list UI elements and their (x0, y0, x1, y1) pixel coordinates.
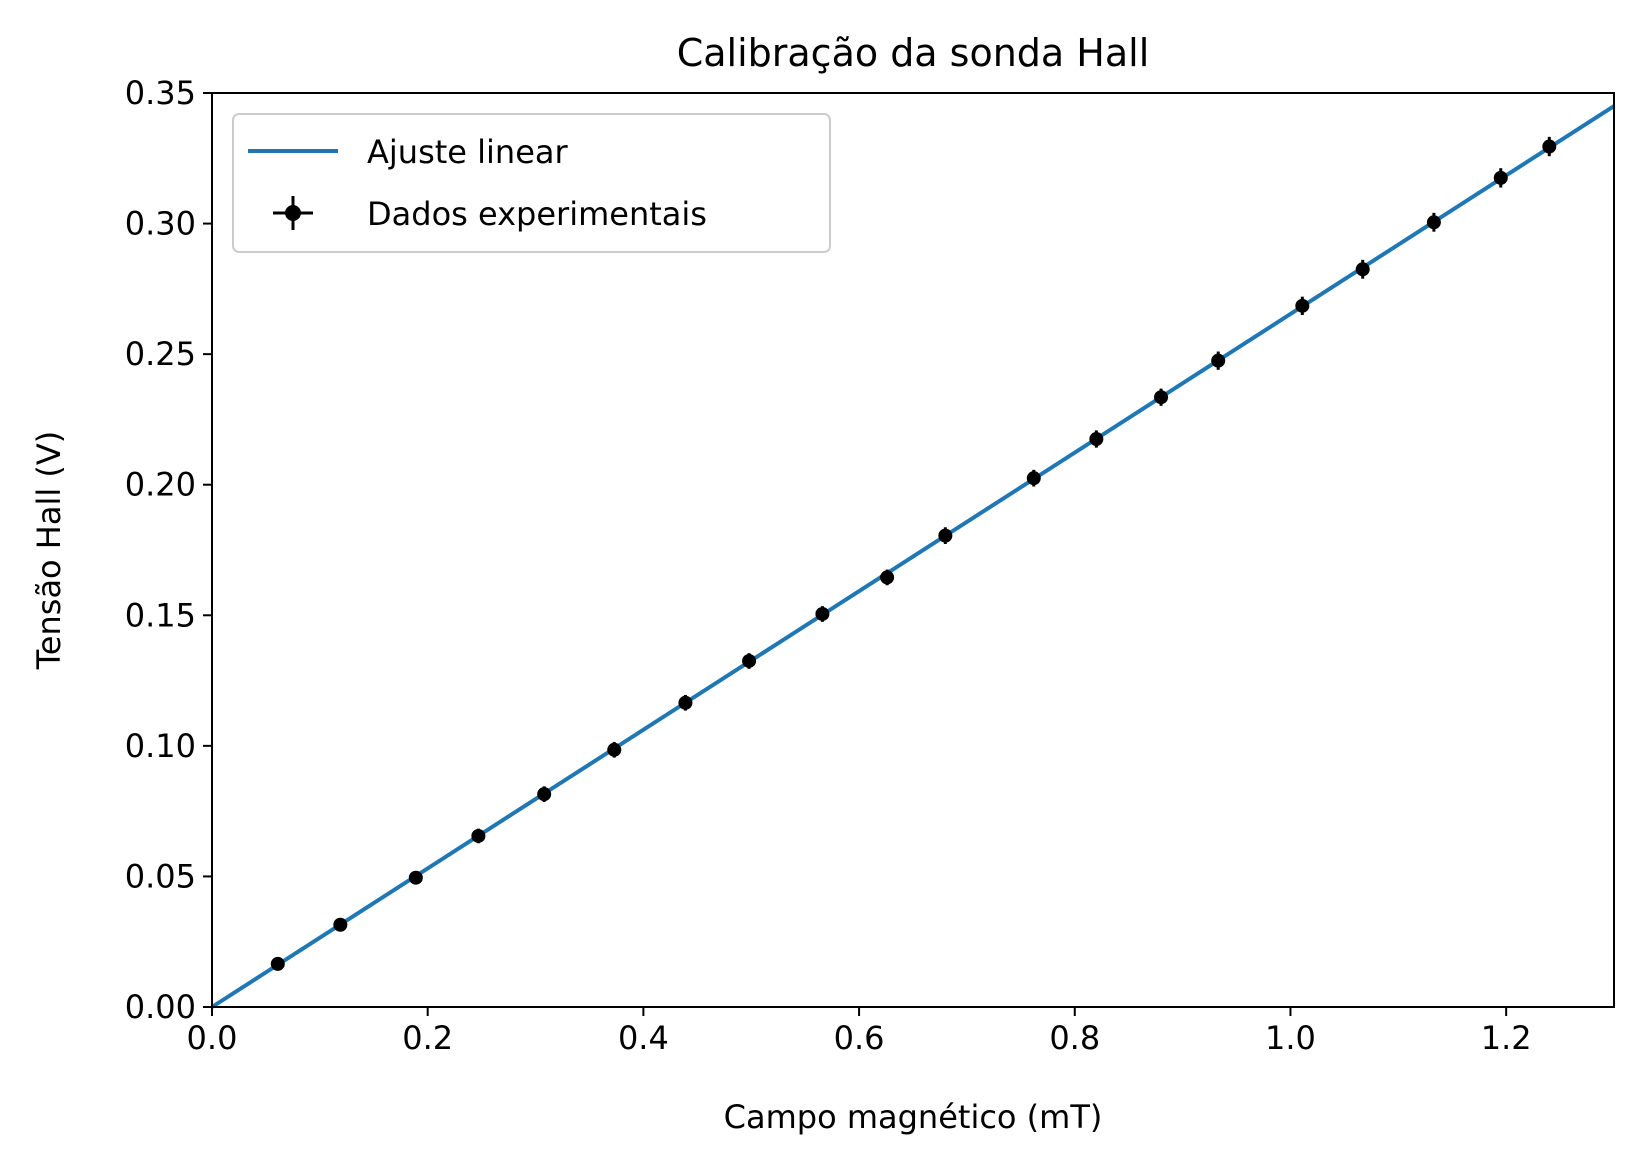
data-point (1355, 259, 1370, 279)
data-marker (333, 917, 348, 932)
data-marker (471, 828, 486, 843)
data-point (270, 956, 285, 971)
ticks-layer: 0.0 0.2 0.4 0.6 0.8 1.0 1.2 0.00 0.05 0.10 0.15 0.2… (125, 74, 1532, 1057)
data-marker (1355, 262, 1370, 277)
data-point (938, 527, 953, 544)
y-tick-label: 0.35 (125, 74, 196, 112)
data-point (815, 606, 830, 622)
legend-label-fit: Ajuste linear (367, 133, 569, 171)
y-tick-label: 0.20 (125, 466, 196, 504)
data-point (1542, 136, 1557, 157)
data-marker (537, 787, 552, 802)
y-tick-label: 0.30 (125, 205, 196, 243)
data-marker (270, 956, 285, 971)
y-tick-label: 0.00 (125, 988, 196, 1026)
data-marker (815, 606, 830, 621)
data-point (1295, 296, 1310, 315)
legend: Ajuste linear Dados experimentais (232, 113, 831, 253)
data-marker (678, 695, 693, 710)
data-marker (1026, 471, 1041, 486)
data-marker (1154, 390, 1169, 405)
data-point (607, 741, 622, 758)
legend-label-data: Dados experimentais (367, 195, 707, 233)
data-marker (1295, 298, 1310, 313)
data-marker (938, 528, 953, 543)
x-tick-label: 0.2 (402, 1019, 453, 1057)
data-point (408, 870, 423, 885)
data-point (1426, 212, 1441, 232)
y-axis-label: Tensão Hall (V) (30, 431, 68, 671)
legend-errorbar-swatch (273, 196, 313, 230)
data-marker (1542, 139, 1557, 154)
x-axis-label: Campo magnético (mT) (724, 1098, 1103, 1136)
data-marker (742, 653, 757, 668)
data-point (537, 786, 552, 803)
data-point (471, 828, 486, 844)
data-marker (607, 742, 622, 757)
fit-line (210, 104, 1616, 1009)
data-point (742, 653, 757, 669)
legend-box (232, 113, 831, 253)
plot-frame (211, 92, 1615, 1008)
data-point (1089, 430, 1104, 448)
data-marker (880, 570, 895, 585)
data-point (1211, 351, 1226, 370)
data-marker (408, 870, 423, 885)
x-tick-label: 0.4 (618, 1019, 669, 1057)
x-tick-label: 1.0 (1265, 1019, 1316, 1057)
data-marker (1211, 353, 1226, 368)
data-point (1154, 388, 1169, 406)
x-tick-label: 0.6 (834, 1019, 885, 1057)
data-marker (1089, 432, 1104, 447)
data-layer (210, 104, 1616, 1009)
data-point (1026, 469, 1041, 487)
data-point (678, 694, 693, 711)
data-point (1493, 168, 1508, 188)
x-tick-label: 0.0 (187, 1019, 238, 1057)
x-tick-label: 0.8 (1049, 1019, 1100, 1057)
x-tick-label: 1.2 (1481, 1019, 1532, 1057)
data-marker (1426, 215, 1441, 230)
chart-title: Calibração da sonda Hall (677, 31, 1150, 75)
y-tick-label: 0.05 (125, 857, 196, 895)
data-marker (1493, 170, 1508, 185)
y-tick-label: 0.25 (125, 335, 196, 373)
y-tick-label: 0.10 (125, 727, 196, 765)
y-tick-label: 0.15 (125, 596, 196, 634)
data-point (880, 569, 895, 586)
data-point (333, 917, 348, 932)
